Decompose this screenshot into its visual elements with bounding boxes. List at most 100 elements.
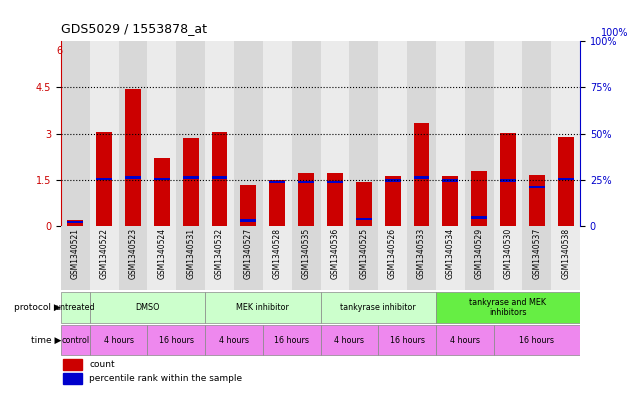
Text: GSM1340524: GSM1340524: [157, 228, 167, 279]
Bar: [119, 226, 147, 290]
Text: GSM1340530: GSM1340530: [503, 228, 513, 279]
Bar: [378, 226, 407, 290]
Text: 16 hours: 16 hours: [390, 336, 424, 345]
Text: GSM1340523: GSM1340523: [128, 228, 138, 279]
Bar: [263, 226, 292, 290]
Text: GSM1340537: GSM1340537: [532, 228, 542, 279]
Bar: [298, 173, 314, 226]
Text: control: control: [62, 336, 89, 345]
Text: GSM1340531: GSM1340531: [186, 228, 196, 279]
Bar: [176, 226, 205, 290]
Bar: [183, 138, 199, 226]
Text: GSM1340528: GSM1340528: [272, 228, 282, 279]
Bar: [320, 41, 349, 226]
Bar: [154, 158, 170, 226]
Text: 4 hours: 4 hours: [450, 336, 479, 345]
Bar: [61, 41, 90, 226]
Bar: [125, 176, 141, 179]
Bar: [471, 216, 487, 219]
Bar: [90, 292, 205, 323]
Text: GDS5029 / 1553878_at: GDS5029 / 1553878_at: [61, 22, 207, 35]
Bar: [494, 325, 580, 355]
Bar: [494, 226, 522, 290]
Bar: [436, 41, 465, 226]
Bar: [320, 226, 349, 290]
Bar: [558, 137, 574, 226]
Text: untreated: untreated: [56, 303, 95, 312]
Bar: [500, 179, 516, 182]
Bar: [205, 325, 263, 355]
Bar: [61, 226, 90, 290]
Bar: [292, 41, 320, 226]
Bar: [269, 180, 285, 226]
Text: 16 hours: 16 hours: [519, 336, 554, 345]
Bar: [522, 226, 551, 290]
Text: GSM1340527: GSM1340527: [244, 228, 253, 279]
Bar: [349, 41, 378, 226]
Bar: [349, 226, 378, 290]
Bar: [436, 325, 494, 355]
Bar: [147, 325, 205, 355]
Bar: [63, 360, 81, 370]
Bar: [212, 132, 228, 226]
Bar: [529, 175, 545, 226]
Text: time ▶: time ▶: [31, 336, 61, 345]
Bar: [263, 41, 292, 226]
Bar: [154, 178, 170, 180]
Bar: [407, 41, 436, 226]
Bar: [436, 226, 465, 290]
Bar: [205, 292, 320, 323]
Text: GSM1340533: GSM1340533: [417, 228, 426, 279]
Bar: [465, 226, 494, 290]
Text: count: count: [90, 360, 115, 369]
Text: 16 hours: 16 hours: [159, 336, 194, 345]
Bar: [96, 132, 112, 226]
Bar: [356, 182, 372, 226]
Bar: [292, 226, 320, 290]
Text: protocol ▶: protocol ▶: [14, 303, 61, 312]
Bar: [212, 176, 228, 179]
Bar: [67, 220, 83, 223]
Bar: [269, 181, 285, 184]
Bar: [436, 292, 580, 323]
Bar: [147, 41, 176, 226]
Bar: [320, 325, 378, 355]
Bar: [205, 41, 234, 226]
Text: GSM1340521: GSM1340521: [71, 228, 80, 279]
Bar: [522, 41, 551, 226]
Bar: [205, 226, 234, 290]
Bar: [407, 226, 436, 290]
Bar: [263, 325, 320, 355]
Bar: [240, 219, 256, 222]
Text: GSM1340525: GSM1340525: [359, 228, 369, 279]
Text: GSM1340534: GSM1340534: [445, 228, 455, 279]
Bar: [90, 41, 119, 226]
Bar: [119, 41, 147, 226]
Text: 16 hours: 16 hours: [274, 336, 309, 345]
Bar: [551, 41, 580, 226]
Text: GSM1340536: GSM1340536: [330, 228, 340, 279]
Bar: [298, 181, 314, 184]
Bar: [494, 41, 522, 226]
Text: 100%: 100%: [601, 28, 628, 38]
Bar: [327, 173, 343, 226]
Bar: [356, 218, 372, 220]
Text: 6: 6: [56, 46, 62, 56]
Bar: [529, 185, 545, 188]
Bar: [96, 178, 112, 180]
Text: GSM1340526: GSM1340526: [388, 228, 397, 279]
Bar: [240, 185, 256, 226]
Text: GSM1340538: GSM1340538: [561, 228, 570, 279]
Text: DMSO: DMSO: [135, 303, 160, 312]
Bar: [465, 41, 494, 226]
Bar: [471, 171, 487, 226]
Bar: [147, 226, 176, 290]
Bar: [558, 178, 574, 180]
Bar: [176, 41, 205, 226]
Text: 4 hours: 4 hours: [335, 336, 364, 345]
Bar: [385, 179, 401, 182]
Bar: [378, 325, 436, 355]
Bar: [320, 292, 436, 323]
Text: MEK inhibitor: MEK inhibitor: [237, 303, 289, 312]
Bar: [61, 292, 90, 323]
